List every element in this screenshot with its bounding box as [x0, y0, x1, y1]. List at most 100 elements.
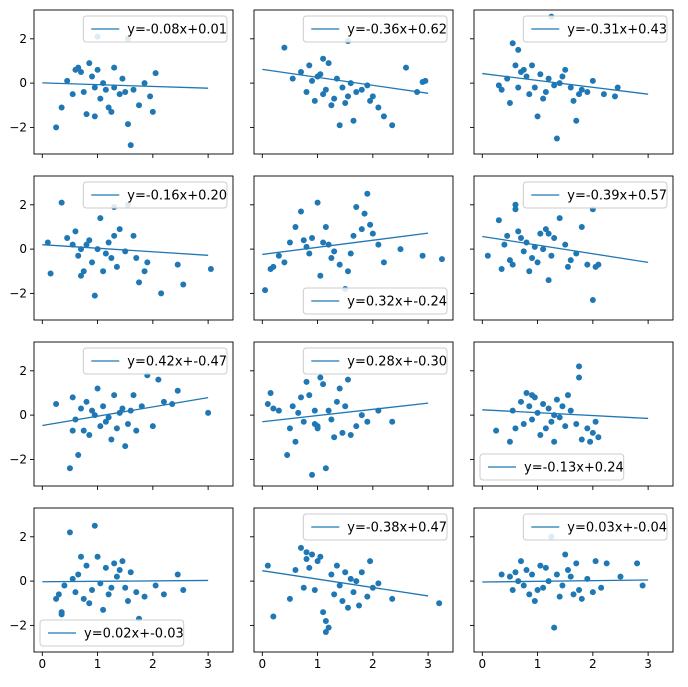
legend: y=-0.13x+0.24 — [479, 453, 625, 481]
data-point — [509, 261, 516, 268]
data-point — [576, 374, 583, 381]
data-point — [578, 436, 585, 443]
data-point — [537, 71, 544, 78]
data-point — [353, 578, 360, 585]
fit-line — [262, 232, 429, 256]
legend: y=0.42x+-0.47 — [82, 347, 228, 375]
data-point — [358, 569, 365, 576]
data-point — [80, 427, 87, 434]
data-point — [589, 589, 596, 596]
legend: y=-0.38x+0.47 — [302, 513, 448, 541]
data-point — [130, 392, 137, 399]
data-point — [578, 595, 585, 602]
subplot-11: 0 1 2 3 y=-0.38x+0.47 — [250, 507, 454, 671]
y-tick-label: 2 — [19, 32, 27, 46]
data-point — [540, 95, 547, 102]
axes-frame — [33, 9, 234, 155]
y-tick-label: −2 — [9, 452, 27, 466]
data-point — [336, 385, 343, 392]
data-point — [320, 381, 327, 388]
legend-label: y=-0.16x+0.20 — [127, 189, 227, 204]
data-point — [551, 82, 558, 89]
legend-box — [39, 619, 185, 647]
y-tick-label: 0 — [19, 76, 27, 90]
legend-label: y=-0.31x+0.43 — [567, 23, 667, 38]
data-point — [562, 241, 569, 248]
data-point — [317, 272, 324, 279]
plot-area — [482, 201, 649, 304]
legend: y=-0.16x+0.20 — [82, 181, 228, 209]
data-point — [564, 263, 571, 270]
data-point — [100, 268, 107, 275]
data-point — [270, 613, 277, 620]
data-point — [529, 62, 536, 69]
data-point — [58, 199, 65, 206]
axes-frame — [473, 507, 674, 653]
y-tick-label: 2 — [19, 530, 27, 544]
data-point — [545, 405, 552, 412]
data-point — [526, 268, 533, 275]
axes-frame — [253, 341, 454, 487]
data-point — [562, 66, 569, 73]
data-point — [94, 66, 101, 73]
data-point — [553, 135, 560, 142]
legend-box — [522, 181, 668, 209]
data-point — [540, 401, 547, 408]
data-point — [80, 268, 87, 275]
data-point — [595, 261, 602, 268]
data-point — [309, 77, 316, 84]
data-point — [356, 602, 363, 609]
plot-area — [42, 33, 209, 149]
data-point — [347, 250, 354, 257]
y-tick-label: 0 — [19, 574, 27, 588]
data-point — [364, 190, 371, 197]
axes-frame — [253, 175, 454, 321]
data-point — [380, 259, 387, 266]
data-point — [578, 86, 585, 93]
data-point — [576, 586, 583, 593]
data-point — [542, 425, 549, 432]
data-point — [113, 573, 120, 580]
fit-line — [482, 72, 649, 95]
data-point — [69, 427, 76, 434]
data-point — [562, 423, 569, 430]
data-point — [551, 438, 558, 445]
data-point — [598, 584, 605, 591]
data-point — [367, 97, 374, 104]
data-point — [331, 95, 338, 102]
data-point — [592, 418, 599, 425]
plot-area — [42, 372, 212, 472]
axes-frame — [473, 9, 674, 155]
data-point — [111, 64, 118, 71]
data-point — [44, 239, 51, 246]
data-point — [108, 254, 115, 261]
data-point — [397, 246, 404, 253]
data-point — [320, 239, 327, 246]
data-point — [534, 113, 541, 120]
legend-label: y=-0.39x+0.57 — [567, 189, 667, 204]
x-tick-label: 2 — [369, 657, 377, 671]
data-point — [526, 591, 533, 598]
data-point — [72, 228, 79, 235]
data-point — [317, 553, 324, 560]
data-point — [174, 261, 181, 268]
axes-frame — [33, 341, 234, 487]
data-point — [380, 113, 387, 120]
data-point — [89, 73, 96, 80]
data-point — [64, 235, 71, 242]
data-point — [564, 567, 571, 574]
plot-area — [482, 13, 649, 142]
x-tick-label: 2 — [589, 657, 597, 671]
data-point — [286, 239, 293, 246]
y-tick-label: 2 — [19, 364, 27, 378]
data-point — [58, 104, 65, 111]
data-point — [289, 403, 296, 410]
legend: y=0.02x+-0.03 — [39, 619, 185, 647]
data-point — [295, 409, 302, 416]
y-tick-label: 0 — [19, 408, 27, 422]
data-point — [77, 553, 84, 560]
data-point — [102, 564, 109, 571]
data-point — [207, 266, 214, 273]
data-point — [75, 451, 82, 458]
data-point — [53, 401, 60, 408]
